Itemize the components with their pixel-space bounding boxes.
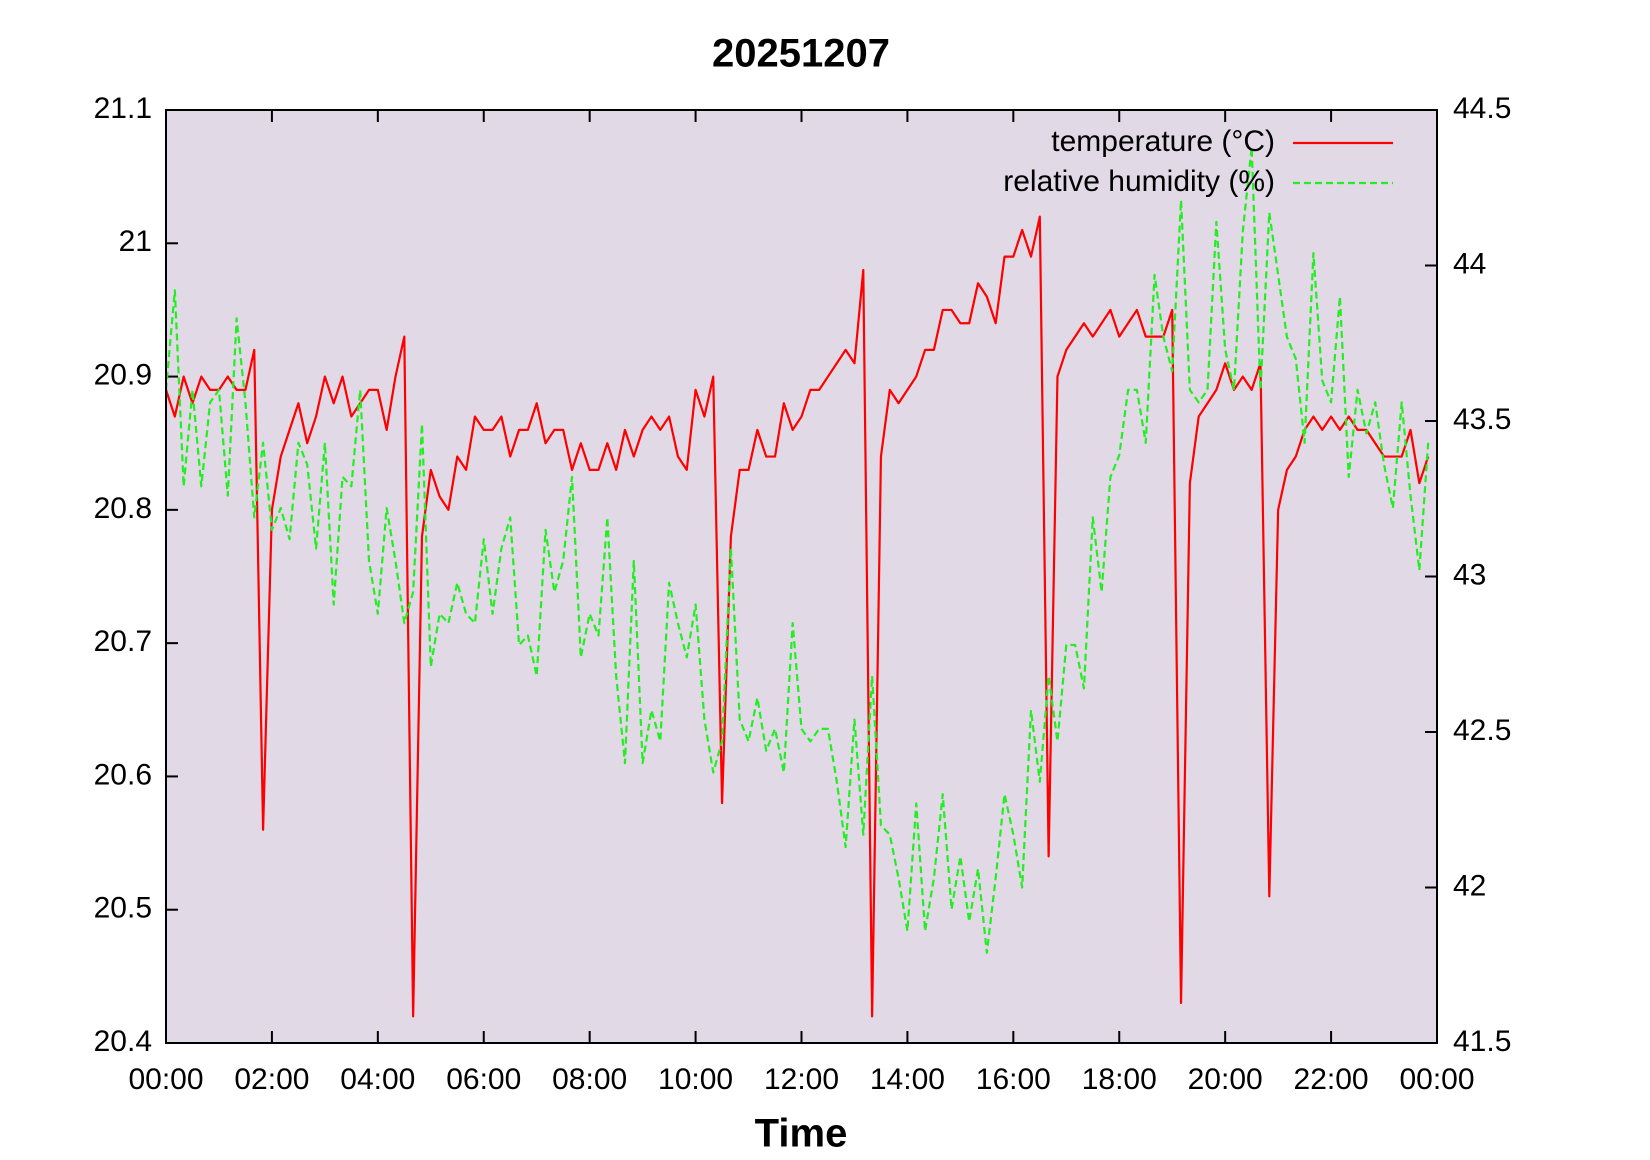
y-tick-label: 20.9 [94, 358, 152, 391]
y2-tick-label: 43.5 [1453, 403, 1511, 436]
y-tick-label: 21 [119, 225, 152, 258]
plot-background [166, 110, 1437, 1043]
x-tick-label: 02:00 [234, 1063, 309, 1096]
x-tick-label: 22:00 [1294, 1063, 1369, 1096]
x-tick-label: 04:00 [340, 1063, 415, 1096]
plot-frame [165, 109, 1438, 1044]
x-tick-label: 08:00 [552, 1063, 627, 1096]
y-tick-label: 21.1 [94, 92, 152, 125]
y-tick-label: 20.4 [94, 1025, 152, 1058]
y-tick-label: 20.5 [94, 892, 152, 925]
x-axis-label: Time [755, 1112, 848, 1155]
legend-label: temperature (°C) [1051, 125, 1275, 158]
y2-tick-label: 41.5 [1453, 1025, 1511, 1058]
x-tick-label: 18:00 [1082, 1063, 1157, 1096]
chart-title: 20251207 [712, 32, 890, 76]
x-tick-label: 14:00 [870, 1063, 945, 1096]
x-tick-label: 20:00 [1188, 1063, 1263, 1096]
y-tick-label: 20.7 [94, 625, 152, 658]
x-tick-label: 00:00 [1399, 1063, 1474, 1096]
y-tick-label: 20.8 [94, 492, 152, 525]
y2-tick-label: 44.5 [1453, 92, 1511, 125]
y2-tick-label: 42.5 [1453, 714, 1511, 747]
x-tick-label: 16:00 [976, 1063, 1051, 1096]
series-line [164, 146, 1430, 954]
y-tick-label: 20.6 [94, 758, 152, 791]
y2-tick-label: 43 [1453, 558, 1486, 591]
legend-label: relative humidity (%) [1003, 165, 1275, 198]
x-tick-label: 12:00 [764, 1063, 839, 1096]
y2-tick-label: 42 [1453, 869, 1486, 902]
y2-tick-label: 44 [1453, 247, 1486, 280]
x-tick-label: 00:00 [128, 1063, 203, 1096]
x-tick-label: 10:00 [658, 1063, 733, 1096]
x-tick-label: 06:00 [446, 1063, 521, 1096]
series-line [164, 215, 1430, 1018]
